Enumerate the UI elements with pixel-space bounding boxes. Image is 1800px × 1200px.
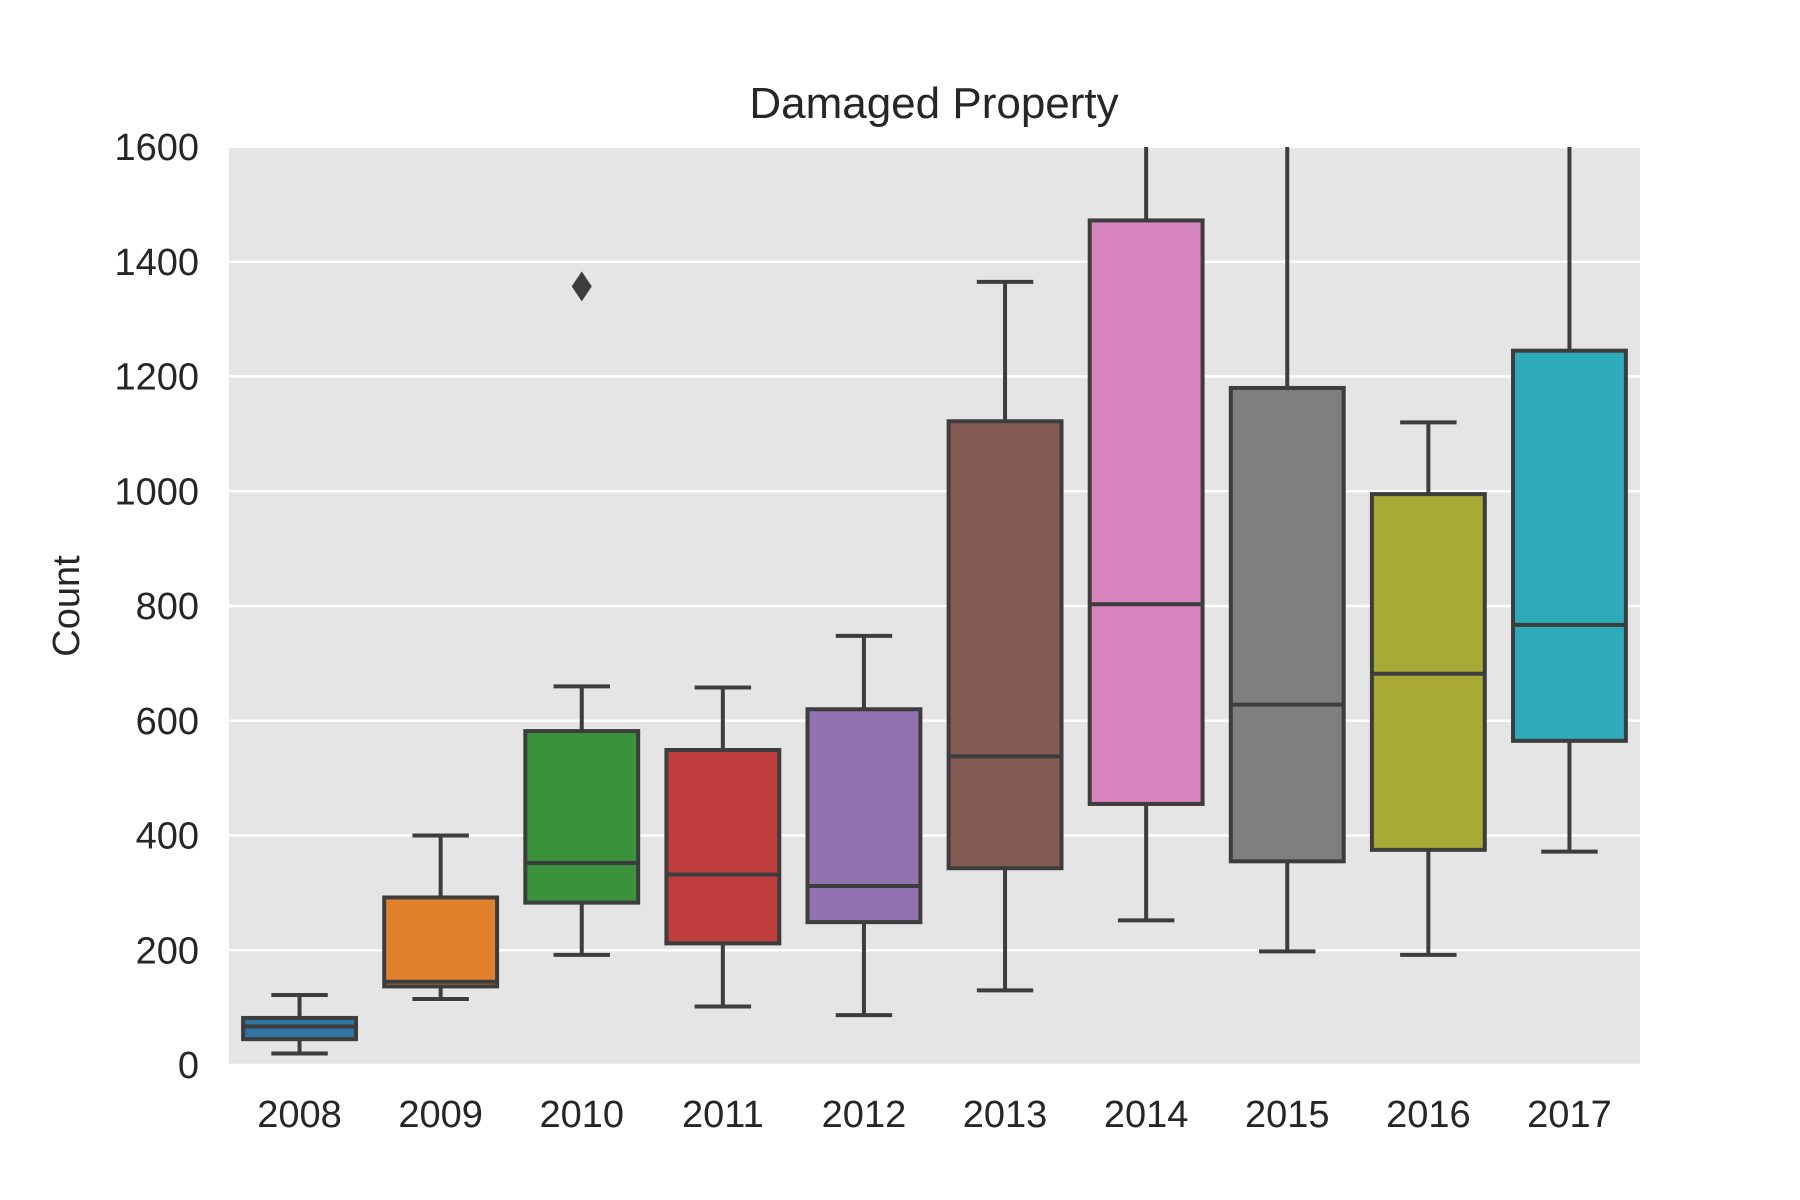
outlier-2010-1357 [571,271,592,302]
x-tick-label-2009: 2009 [398,1094,483,1136]
x-tick-label-2016: 2016 [1386,1094,1471,1136]
x-tick-labels: 2008 2009 2010 2011 2012 2013 2014 2015 2016 2017 [257,1094,1611,1136]
box-body-2008 [241,1015,358,1042]
box-body-2011 [664,748,782,946]
box-body-2017 [1511,348,1628,743]
box-2012 [805,633,923,1018]
y-tick-label-1000: 1000 [114,471,199,513]
x-tick-label-2013: 2013 [963,1094,1048,1136]
x-tick-label-2008: 2008 [257,1094,342,1136]
y-tick-label-400: 400 [136,816,199,858]
box-2015 [1228,147,1346,954]
box-2017 [1511,147,1628,854]
y-tick-label-0: 0 [178,1045,199,1087]
box-body-2015 [1228,385,1346,864]
y-tick-labels: 0 200 400 600 800 1000 1200 1400 1600 [114,127,199,1087]
y-axis-label: Count [46,555,88,657]
y-tick-label-200: 200 [136,930,199,972]
x-tick-label-2015: 2015 [1245,1094,1330,1136]
box-body-2014 [1087,218,1205,806]
y-tick-label-1200: 1200 [114,357,199,399]
box-2009 [382,833,500,1002]
x-tick-label-2012: 2012 [822,1094,907,1136]
box-2014 [1087,147,1205,923]
box-2010 [523,271,641,957]
box-body-2013 [946,419,1064,871]
box-2011 [664,685,782,1009]
box-2016 [1369,420,1487,957]
x-tick-label-2014: 2014 [1104,1094,1189,1136]
box-body-2010 [523,729,641,905]
x-tick-label-2010: 2010 [539,1094,624,1136]
x-tick-label-2011: 2011 [682,1094,764,1136]
y-tick-label-600: 600 [136,701,199,743]
box-2008 [241,993,358,1056]
y-tick-label-1400: 1400 [114,242,199,284]
box-2013 [946,279,1064,993]
y-tick-label-1600: 1600 [114,127,199,169]
boxes [241,147,1628,1056]
chart-title: Damaged Property [749,79,1118,128]
x-tick-label-2017: 2017 [1527,1094,1612,1136]
y-tick-label-800: 800 [136,586,199,628]
box-body-2012 [805,707,923,925]
box-body-2009 [382,895,500,989]
